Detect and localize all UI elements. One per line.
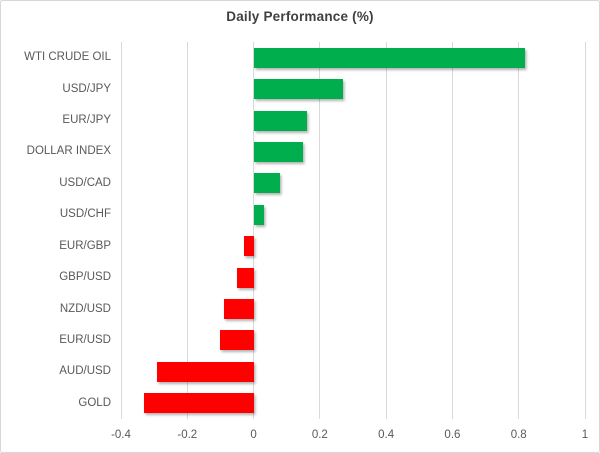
gridline — [120, 42, 122, 419]
bar-usd-chf — [253, 204, 264, 225]
category-label: GOLD — [78, 396, 111, 409]
bar-gold — [144, 393, 254, 414]
category-label: EUR/GBP — [59, 239, 111, 252]
gridline — [253, 42, 255, 419]
x-tick-label: 0.4 — [378, 429, 395, 441]
category-label: GBP/USD — [59, 271, 111, 284]
bar-wti-crude-oil — [253, 47, 526, 68]
category-label: EUR/USD — [59, 333, 111, 346]
chart-title: Daily Performance (%) — [226, 9, 374, 24]
bar-eur-usd — [220, 330, 254, 351]
gridline — [518, 42, 520, 419]
gridline — [385, 42, 387, 419]
x-tick-label: 0.2 — [311, 429, 328, 441]
bar-usd-jpy — [253, 79, 344, 100]
bar-eur-gbp — [243, 236, 254, 257]
bar-nzd-usd — [223, 299, 254, 320]
x-tick-label: -0.2 — [177, 429, 198, 441]
x-tick-label: 0.6 — [444, 429, 461, 441]
gridline — [186, 42, 188, 419]
value-axis: -0.4 -0.2 0 0.2 0.4 0.6 0.8 1 — [1, 429, 599, 445]
bar-aud-usd — [157, 361, 254, 382]
category-label: WTI CRUDE OIL — [24, 51, 111, 64]
category-label: AUD/USD — [59, 365, 111, 378]
category-label: USD/CAD — [59, 176, 111, 189]
x-tick-label: -0.4 — [111, 429, 131, 441]
x-tick-label: 0.8 — [510, 429, 527, 441]
gridline — [451, 42, 453, 419]
category-label: EUR/JPY — [62, 114, 111, 127]
bar-usd-cad — [253, 173, 281, 194]
plot-area — [120, 42, 586, 419]
gridline — [319, 42, 321, 419]
x-tick-label: 1 — [581, 429, 589, 441]
category-label: NZD/USD — [59, 302, 111, 315]
category-label: USD/CHF — [59, 208, 111, 221]
category-label: USD/JPY — [62, 82, 111, 95]
x-tick-label: 0 — [250, 429, 257, 441]
gridline — [584, 42, 586, 419]
bar-eur-jpy — [253, 110, 307, 131]
category-axis: WTI CRUDE OIL USD/JPY EUR/JPY DOLLAR INDEX U… — [1, 42, 111, 419]
bar-dollar-index — [253, 141, 304, 162]
bar-gbp-usd — [237, 267, 254, 288]
category-label: DOLLAR INDEX — [26, 145, 111, 158]
